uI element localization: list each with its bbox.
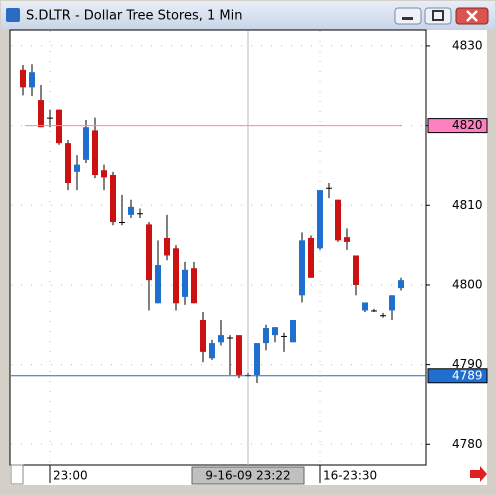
candle-body	[227, 337, 233, 339]
price-label: 4789	[452, 368, 483, 382]
candle-body	[335, 199, 341, 241]
candle-body	[155, 265, 161, 304]
window-icon	[6, 8, 20, 22]
crosshair-label-box	[191, 466, 305, 485]
candle-body	[263, 327, 269, 344]
candle-body	[344, 237, 350, 242]
candle-body	[380, 315, 386, 317]
crosshair-label: 9-16-09 23:22	[205, 469, 290, 483]
candle-body	[119, 222, 125, 224]
minimize-icon	[402, 17, 413, 20]
candle-body	[137, 213, 143, 215]
candle-body	[191, 268, 197, 304]
candle-body	[101, 170, 107, 178]
x-tick-label: 23:00	[53, 469, 88, 483]
price-label-box	[427, 118, 488, 134]
y-tick-label: 4780	[452, 437, 483, 451]
close-icon	[466, 10, 478, 22]
candle-body	[56, 109, 62, 144]
candle-body	[362, 302, 368, 311]
candle-body	[317, 190, 323, 249]
candle-body	[65, 143, 71, 183]
window-title: S.DLTR - Dollar Tree Stores, 1 Min	[26, 9, 243, 24]
candle-body	[74, 164, 80, 172]
y-tick-label: 4800	[452, 277, 483, 291]
candle-body	[47, 117, 53, 119]
candle-body	[128, 206, 134, 215]
y-tick-label: 4790	[452, 357, 483, 371]
maximize-icon	[432, 10, 444, 21]
candle-body	[218, 335, 224, 343]
candle-body	[38, 100, 44, 128]
candle-body	[173, 248, 179, 304]
candle-body	[398, 280, 404, 289]
x-tick-label: 16-23:30	[323, 469, 377, 483]
candle-body	[110, 175, 116, 223]
minimize-button[interactable]	[394, 7, 422, 25]
candle-body	[308, 237, 314, 278]
price-label-box	[427, 368, 488, 384]
y-tick-label: 4810	[452, 198, 483, 212]
candle-body	[272, 327, 278, 336]
maximize-button[interactable]	[424, 7, 452, 25]
candle-body	[281, 335, 287, 337]
candle-body	[200, 320, 206, 352]
candle-body	[182, 269, 188, 297]
price-label: 4820	[452, 118, 483, 132]
candle-body	[254, 343, 260, 375]
candle-body	[371, 310, 377, 312]
candle-body	[389, 295, 395, 311]
candle-body	[209, 343, 215, 359]
candle-body	[164, 237, 170, 256]
candle-body	[29, 72, 35, 88]
candle-body	[20, 69, 26, 88]
scroll-arrow[interactable]	[470, 466, 487, 482]
candle-body	[299, 240, 305, 296]
candle-body	[146, 224, 152, 281]
plot-area	[9, 29, 427, 466]
candle-body	[290, 320, 296, 343]
y-tick-label: 4830	[452, 38, 483, 52]
candle-body	[92, 130, 98, 175]
candle-body	[326, 187, 332, 189]
candle-body	[236, 335, 242, 375]
scroll-box[interactable]	[10, 464, 24, 485]
candle-body	[353, 255, 359, 285]
candle-body	[83, 127, 89, 160]
